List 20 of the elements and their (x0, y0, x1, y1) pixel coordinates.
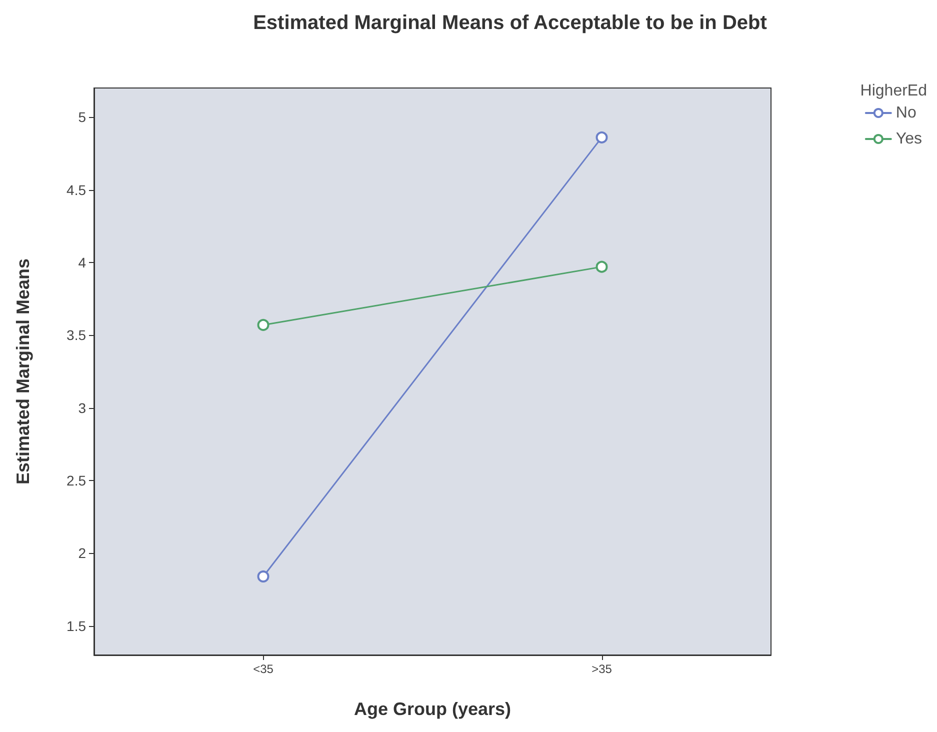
x-tick-label: <35 (253, 662, 274, 676)
y-tick-label: 4.5 (66, 182, 86, 198)
y-tick-label: 2 (78, 545, 86, 562)
y-tick-label: 2.5 (66, 472, 86, 489)
y-tick-label: 3 (78, 400, 86, 416)
chart-title: Estimated Marginal Means of Acceptable to be in Debt (253, 12, 768, 34)
point (596, 260, 608, 273)
point (596, 131, 608, 144)
y-axis-title: Estimated Marginal Means (13, 258, 33, 485)
x-axis-title: Age Group (years) (354, 699, 512, 719)
legend-label: Yes (896, 130, 922, 148)
point (257, 570, 270, 582)
y-tick-label: 3.5 (66, 327, 86, 344)
y-tick-label: 1.5 (66, 618, 86, 634)
point (257, 318, 270, 331)
y-tick-label: 5 (78, 109, 86, 126)
y-tick-label: 4 (78, 254, 86, 270)
legend-label: No (896, 104, 916, 122)
x-tick-label: >35 (592, 662, 612, 676)
legend-title: HigherEd (860, 82, 927, 100)
